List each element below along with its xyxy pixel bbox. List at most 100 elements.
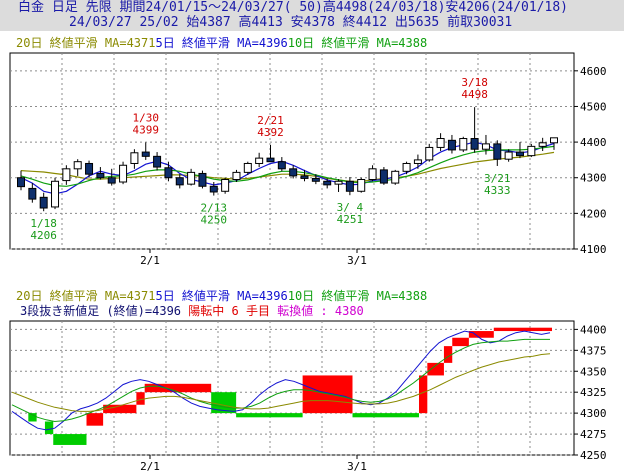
annotation-value: 4333 <box>484 184 511 197</box>
bottom-x-tick-label: 2/1 <box>140 460 160 473</box>
candle-body <box>96 172 105 179</box>
candle <box>413 154 422 169</box>
annotation-value: 4251 <box>337 213 364 226</box>
candle <box>277 157 286 172</box>
three-line-info: 3段抜き新値足 (終値)=4396 陽転中 6 手目 転換値 : 4380 <box>20 304 364 318</box>
candle <box>436 133 445 151</box>
candle <box>164 161 173 182</box>
top-y-tick-label: 4600 <box>580 65 607 78</box>
candle <box>153 152 162 171</box>
candle <box>481 134 490 155</box>
candle-body <box>141 151 150 157</box>
three-line-block <box>53 434 87 445</box>
annotation-value: 4498 <box>461 88 488 101</box>
legend-ma20: 20日 終値平滑 MA=4371 <box>16 36 156 50</box>
candle <box>527 143 536 158</box>
candle-body <box>232 171 241 181</box>
annotation-date: 3/ 4 <box>337 201 364 214</box>
three-line-block <box>352 413 419 418</box>
candle-body <box>51 180 60 208</box>
candle-body <box>413 159 422 164</box>
candle-body <box>402 162 411 172</box>
candle-body <box>357 179 366 192</box>
chart-header-period: 白金 日足 先限 期間24/01/15～24/03/27( 50)高4498(2… <box>0 0 624 16</box>
candle-body <box>107 177 116 184</box>
annotation-date: 2/21 <box>257 114 284 127</box>
three-line-block <box>103 404 137 414</box>
legend-ma20-bottom: 20日 終値平滑 MA=4371 <box>16 289 156 303</box>
candle-body <box>209 185 218 193</box>
three-line-block <box>419 375 428 414</box>
candle <box>391 169 400 185</box>
candle-body <box>266 157 275 163</box>
candle-body <box>119 164 128 183</box>
bottom-y-tick-label: 4400 <box>580 323 607 336</box>
annotation-value: 4392 <box>257 126 284 139</box>
candle <box>209 182 218 196</box>
candle-body <box>504 151 513 160</box>
candle <box>300 169 309 182</box>
candle-body <box>425 146 434 161</box>
candle <box>470 107 479 153</box>
three-line-block <box>493 327 552 332</box>
candle <box>232 169 241 183</box>
top-y-tick-label: 4500 <box>580 100 607 113</box>
candle <box>187 168 196 186</box>
candle <box>85 160 94 178</box>
candle-body <box>391 170 400 184</box>
bottom-y-tick-label: 4350 <box>580 365 607 378</box>
top-frame <box>9 52 575 250</box>
three-line-reversal: 転換値 : 4380 <box>277 304 364 318</box>
candle <box>323 178 332 189</box>
candle <box>243 161 252 175</box>
three-line-block <box>136 392 145 405</box>
bottom-legend: 20日 終値平滑 MA=43715日 終値平滑 MA=439610日 終値平滑 … <box>16 289 427 303</box>
candle-body <box>187 171 196 185</box>
candle <box>266 144 275 163</box>
bottom-ma-line <box>11 353 551 412</box>
candle <box>141 142 150 160</box>
bottom-ma-line <box>11 338 550 423</box>
candle <box>221 177 230 194</box>
candle <box>504 149 513 162</box>
candle <box>28 183 37 203</box>
candle-body <box>277 161 286 170</box>
candle-body <box>436 138 445 148</box>
candle-body <box>62 168 71 182</box>
three-line-block <box>452 337 469 347</box>
candle <box>107 168 116 186</box>
candle-body <box>164 167 173 179</box>
top-legend: 20日 終値平滑 MA=43715日 終値平滑 MA=439610日 終値平滑 … <box>16 36 427 50</box>
bottom-y-tick-label: 4300 <box>580 407 607 420</box>
candle <box>255 152 264 168</box>
candle <box>198 170 207 189</box>
top-y-tick-label: 4300 <box>580 172 607 185</box>
candle <box>345 177 354 196</box>
candle <box>550 137 558 150</box>
candle-body <box>323 180 332 186</box>
candle-body <box>28 187 37 200</box>
legend-ma5-bottom: 5日 終値平滑 MA=4396 <box>155 289 288 303</box>
three-line-block <box>427 362 444 376</box>
candle <box>447 134 456 154</box>
three-line-block <box>468 331 494 338</box>
candle-body <box>527 145 536 157</box>
candle-body <box>130 152 139 164</box>
top-y-tick-label: 4200 <box>580 207 607 220</box>
candle <box>368 165 377 182</box>
chart-header-quote: 24/03/27 25/02 始4387 高4413 安4378 終4412 出… <box>0 15 624 31</box>
top-y-tick-label: 4400 <box>580 136 607 149</box>
top-x-tick-label: 2/1 <box>140 254 160 267</box>
candle-body <box>493 143 502 160</box>
candle <box>73 159 82 176</box>
bottom-y-tick-label: 4250 <box>580 449 607 462</box>
candle-body <box>17 177 25 188</box>
candle-body <box>481 143 490 150</box>
annotation-value: 4250 <box>201 214 228 227</box>
candle-body <box>447 139 456 151</box>
candle <box>493 140 502 166</box>
legend-ma10-bottom: 10日 終値平滑 MA=4388 <box>287 289 428 303</box>
annotation-date: 3/18 <box>461 76 488 89</box>
three-line-block <box>443 346 453 363</box>
top-x-tick-label: 3/1 <box>347 254 367 267</box>
